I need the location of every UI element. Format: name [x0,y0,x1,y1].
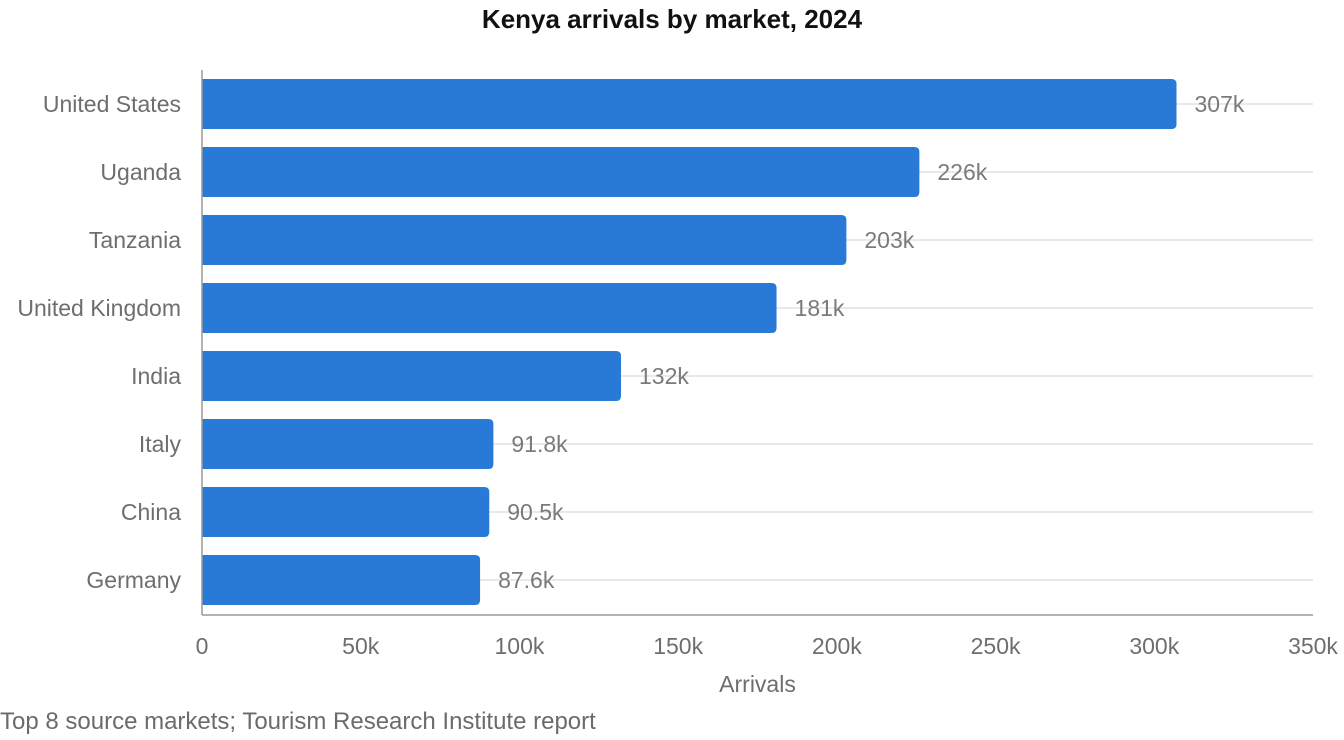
category-label: United States [43,91,181,117]
value-label: 132k [639,363,689,389]
value-label: 91.8k [511,431,568,457]
category-label: Tanzania [89,227,181,253]
bar [202,487,490,537]
bar [202,351,622,401]
chart-footnote: Top 8 source markets; Tourism Research I… [0,708,596,735]
value-label: 181k [795,295,845,321]
x-tick-label: 150k [653,633,703,659]
category-label: Uganda [100,159,181,185]
category-label: India [131,363,181,389]
x-tick-label: 350k [1288,633,1338,659]
category-label: China [121,499,181,525]
value-label: 307k [1195,91,1245,117]
x-tick-label: 200k [812,633,862,659]
x-tick-label: 0 [196,633,209,659]
x-tick-label: 300k [1129,633,1179,659]
labels: 0 50k 100k 150k 200k 250k 300k 350k United State… [17,91,1338,659]
x-tick-label: 50k [342,633,380,659]
value-label: 203k [864,227,914,253]
value-label: 90.5k [507,499,564,525]
bar [202,147,920,197]
x-tick-label: 250k [971,633,1021,659]
bar [202,419,494,469]
bar [202,215,847,265]
x-tick-label: 100k [494,633,544,659]
bar [202,79,1177,129]
value-label: 226k [937,159,987,185]
x-axis-title: Arrivals [719,671,796,697]
category-label: Germany [86,567,181,593]
bar [202,555,481,605]
bars [202,79,1177,605]
bar [202,283,777,333]
chart-title: Kenya arrivals by market, 2024 [481,4,863,34]
value-label: 87.6k [498,567,555,593]
category-label: Italy [139,431,182,457]
category-label: United Kingdom [17,295,181,321]
